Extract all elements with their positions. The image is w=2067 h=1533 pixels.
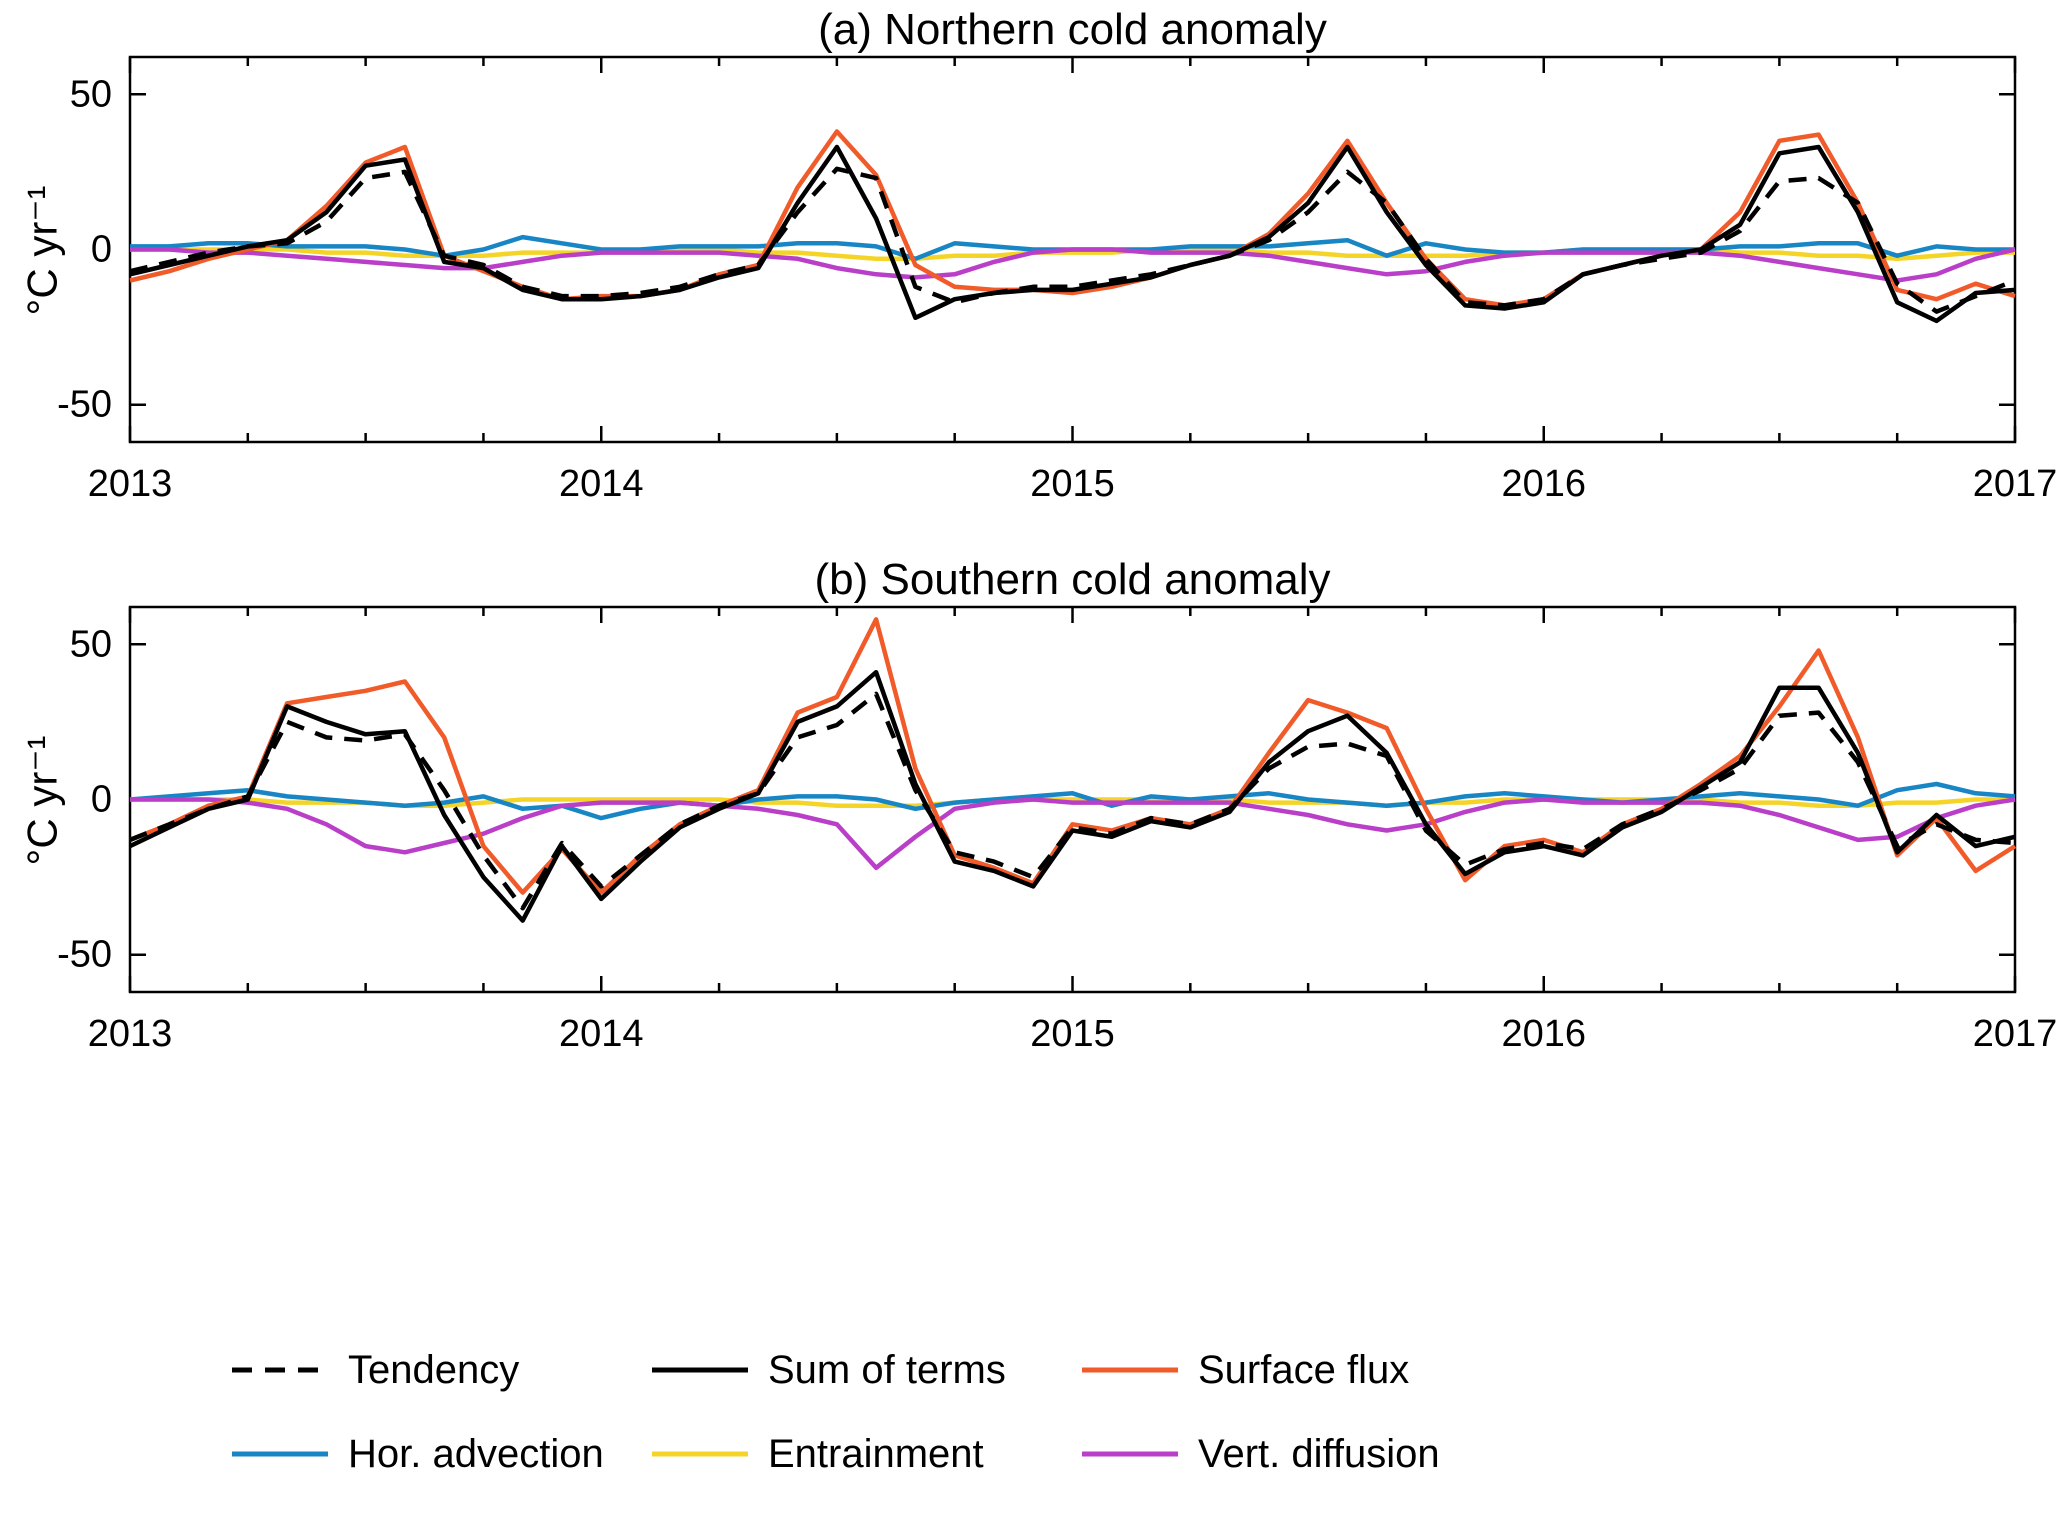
svg-text:2013: 2013: [88, 1013, 173, 1055]
svg-text:2014: 2014: [559, 1013, 644, 1055]
svg-text:2014: 2014: [559, 463, 644, 505]
svg-text:50: 50: [70, 623, 112, 665]
svg-text:2015: 2015: [1030, 463, 1115, 505]
hor-advection-line-swatch: [232, 1451, 328, 1457]
legend-item-sum-of-terms: Sum of terms: [650, 1348, 1080, 1393]
legend-label: Sum of terms: [768, 1347, 1006, 1392]
svg-text:-50: -50: [57, 384, 112, 426]
legend-item-entrainment: Entrainment: [650, 1432, 1080, 1477]
vert-diffusion-line-swatch: [1082, 1451, 1178, 1457]
legend-row-1: Tendency Sum of terms Surface flux: [230, 1328, 1440, 1412]
legend-item-vert-diffusion: Vert. diffusion: [1080, 1432, 1440, 1477]
legend-item-surface-flux: Surface flux: [1080, 1348, 1409, 1393]
svg-text:0: 0: [91, 229, 112, 271]
tendency-line-swatch: [232, 1367, 328, 1373]
svg-text:2017: 2017: [1973, 463, 2058, 505]
svg-text:2017: 2017: [1973, 1013, 2058, 1055]
legend-label: Vert. diffusion: [1198, 1431, 1440, 1476]
svg-text:2015: 2015: [1030, 1013, 1115, 1055]
svg-text:-50: -50: [57, 934, 112, 976]
legend-label: Entrainment: [768, 1431, 984, 1476]
entrainment-line-swatch: [652, 1451, 748, 1457]
legend-row-2: Hor. advection Entrainment Vert. diffusi…: [230, 1412, 1440, 1496]
legend-item-tendency: Tendency: [230, 1348, 650, 1393]
svg-text:50: 50: [70, 73, 112, 115]
panel-a-title: (a) Northern cold anomaly: [818, 5, 1327, 54]
sum-of-terms-line-swatch: [652, 1367, 748, 1373]
panel-a-ylabel: °C yr⁻¹: [18, 185, 66, 316]
legend-label: Surface flux: [1198, 1347, 1410, 1392]
svg-text:2016: 2016: [1501, 1013, 1586, 1055]
surface-flux-line-swatch: [1082, 1367, 1178, 1373]
legend-label: Tendency: [348, 1347, 520, 1392]
panel-b-ylabel: °C yr⁻¹: [18, 735, 66, 866]
panel-b-title: (b) Southern cold anomaly: [814, 555, 1331, 604]
svg-text:2016: 2016: [1501, 463, 1586, 505]
legend-item-hor-advection: Hor. advection: [230, 1432, 650, 1477]
legend-label: Hor. advection: [348, 1431, 604, 1476]
svg-text:0: 0: [91, 779, 112, 821]
svg-text:2013: 2013: [88, 463, 173, 505]
legend: Tendency Sum of terms Surface flux Hor. …: [230, 1328, 1440, 1496]
